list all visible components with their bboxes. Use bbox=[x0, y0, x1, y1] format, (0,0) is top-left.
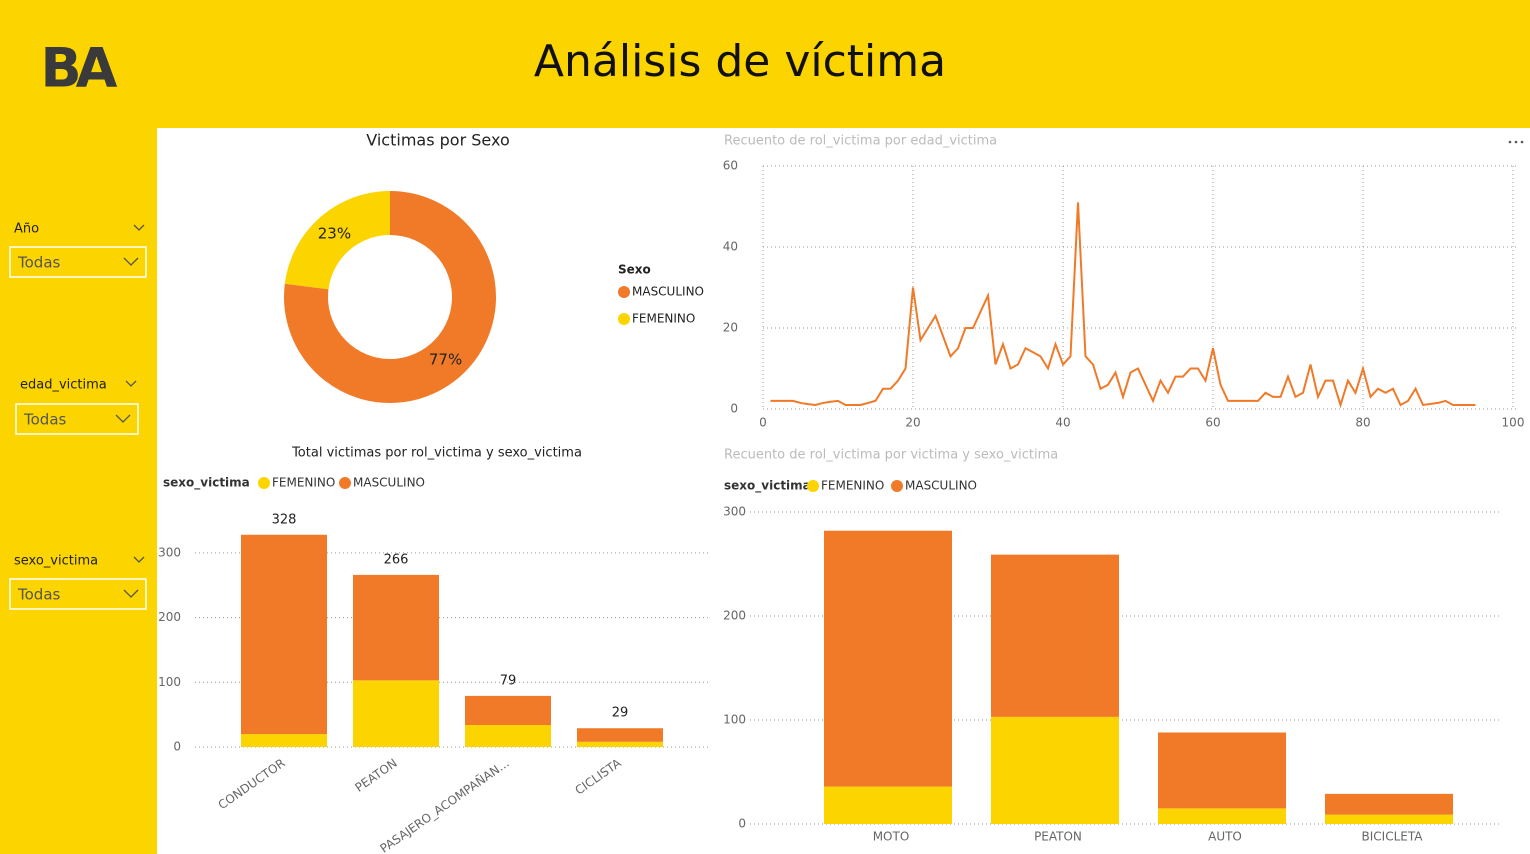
x-tick-label: 0 bbox=[759, 416, 767, 430]
bar-segment bbox=[353, 574, 439, 681]
legend-label: FEMENINO bbox=[632, 312, 695, 326]
x-tick-label: 20 bbox=[905, 416, 920, 430]
donut-slice bbox=[284, 191, 497, 403]
y-tick-label: 20 bbox=[723, 321, 738, 335]
bar-segment bbox=[241, 534, 327, 735]
bar-segment bbox=[241, 734, 327, 747]
legend-label: MASCULINO bbox=[905, 479, 977, 493]
legend-title: sexo_victima bbox=[163, 476, 250, 491]
y-tick-label: 100 bbox=[723, 713, 746, 727]
filter-dropdown[interactable] bbox=[9, 246, 147, 278]
filter-label: sexo_victima bbox=[14, 554, 98, 569]
x-tick-label: MOTO bbox=[873, 830, 910, 844]
total-label: 79 bbox=[500, 673, 517, 688]
data-line bbox=[770, 202, 1476, 409]
legend-label: MASCULINO bbox=[353, 476, 425, 490]
y-tick-label: 0 bbox=[738, 817, 746, 831]
filter-value: Todas bbox=[17, 586, 61, 604]
filter-dropdown-icon bbox=[123, 589, 139, 598]
data-label: 23% bbox=[318, 224, 351, 242]
filter-collapse-icon bbox=[133, 224, 145, 231]
bar-segment bbox=[465, 725, 551, 747]
bar-segment bbox=[991, 554, 1119, 717]
y-tick-label: 60 bbox=[723, 159, 738, 173]
filter-dropdown-icon bbox=[123, 257, 139, 266]
bar-segment bbox=[824, 786, 952, 824]
bar-segment bbox=[1325, 793, 1453, 815]
x-tick-label: 80 bbox=[1355, 416, 1370, 430]
bar-segment bbox=[991, 716, 1119, 824]
legend-marker bbox=[807, 480, 819, 492]
filter-value: Todas bbox=[23, 411, 67, 429]
x-tick-label: 40 bbox=[1055, 416, 1070, 430]
x-tick-label: AUTO bbox=[1208, 830, 1242, 844]
legend-marker bbox=[618, 286, 630, 298]
chart-title: Recuento de rol_victima por victima y se… bbox=[724, 448, 1058, 463]
legend-marker bbox=[258, 477, 270, 489]
filter-dropdown[interactable] bbox=[15, 403, 139, 435]
total-label: 29 bbox=[612, 706, 629, 721]
y-tick-label: 300 bbox=[723, 505, 746, 519]
total-label: 266 bbox=[384, 552, 409, 567]
page-title: Análisis de víctima bbox=[534, 36, 946, 87]
filter-label: edad_victima bbox=[20, 378, 107, 393]
more-options[interactable] bbox=[1508, 140, 1524, 144]
donut-slice bbox=[284, 190, 390, 290]
bar-segment bbox=[1325, 814, 1453, 824]
y-tick-label: 200 bbox=[158, 610, 181, 624]
bar-segment bbox=[824, 530, 952, 787]
filter-dropdown-icon bbox=[115, 414, 131, 423]
bar-segment bbox=[1158, 732, 1286, 809]
filter-collapse-icon bbox=[125, 380, 137, 387]
x-tick-label: 100 bbox=[1502, 416, 1525, 430]
y-tick-label: 200 bbox=[723, 609, 746, 623]
legend-marker bbox=[339, 477, 351, 489]
filter-dropdown[interactable] bbox=[9, 578, 147, 610]
filter-value: Todas bbox=[17, 254, 61, 272]
filter-collapse-icon bbox=[133, 556, 145, 563]
bar-segment bbox=[577, 728, 663, 742]
legend-title: Sexo bbox=[618, 263, 651, 277]
y-tick-label: 40 bbox=[723, 240, 738, 254]
legend-label: FEMENINO bbox=[821, 479, 884, 493]
total-label: 328 bbox=[272, 512, 297, 527]
filter-label: Año bbox=[14, 222, 39, 237]
legend-marker bbox=[891, 480, 903, 492]
chart-title: Victimas por Sexo bbox=[366, 131, 509, 150]
bar-segment bbox=[465, 695, 551, 725]
legend-label: FEMENINO bbox=[272, 476, 335, 490]
y-tick-label: 0 bbox=[173, 740, 181, 754]
y-tick-label: 300 bbox=[158, 545, 181, 559]
legend-marker bbox=[618, 313, 630, 325]
chart-title: Total victimas por rol_victima y sexo_vi… bbox=[291, 446, 582, 461]
x-tick-label: 60 bbox=[1205, 416, 1220, 430]
data-label: 77% bbox=[429, 351, 462, 369]
logo: BA bbox=[41, 37, 118, 100]
legend-label: MASCULINO bbox=[632, 285, 704, 299]
x-tick-label: PEATON bbox=[1034, 830, 1082, 844]
chart-title: Recuento de rol_victima por edad_victima bbox=[724, 134, 997, 149]
legend-title: sexo_victima bbox=[724, 479, 811, 494]
y-tick-label: 0 bbox=[730, 402, 738, 416]
x-tick-label: BICICLETA bbox=[1362, 830, 1424, 844]
bar-segment bbox=[577, 741, 663, 747]
bar-segment bbox=[353, 680, 439, 747]
bar-segment bbox=[1158, 808, 1286, 824]
y-tick-label: 100 bbox=[158, 675, 181, 689]
